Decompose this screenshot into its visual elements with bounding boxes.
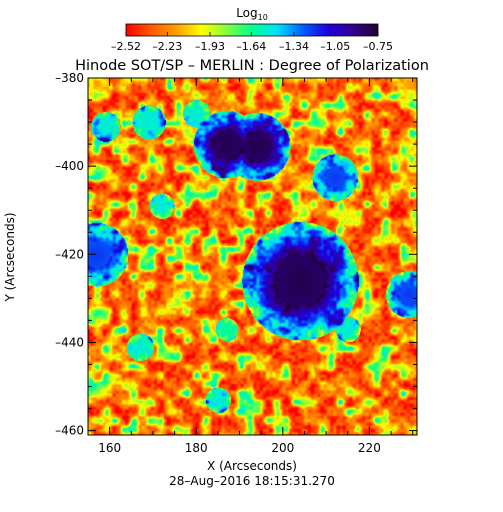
chart-title: Hinode SOT/SP – MERLIN : Degree of Polar… [75,58,429,74]
timestamp: 28–Aug–2016 18:15:31.270 [169,474,335,488]
y-tick-label: –380 [55,71,84,85]
y-tick-label: –460 [55,424,84,438]
colorbar-ticks: –2.52 –2.23 –1.93 –1.64 –1.34 –1.05 –0.75 [111,32,393,53]
colorbar-tick-label: –1.64 [236,40,266,53]
colorbar-tick-label: –2.52 [111,40,141,53]
x-tick-label: 220 [358,441,381,455]
colorbar-tick-label: –0.75 [363,40,393,53]
colorbar: –2.52 –2.23 –1.93 –1.64 –1.34 –1.05 –0.75 [111,23,393,53]
x-tick-label: 160 [98,441,121,455]
x-axis: 160 180 200 220 [87,78,414,455]
colorbar-tick-label: –1.05 [320,40,350,53]
x-axis-label: X (Arcseconds) [207,459,297,473]
y-axis: –380 –400 –420 –440 –460 [55,71,417,438]
colorbar-tick-label: –1.93 [195,40,225,53]
plot-frame [87,77,418,436]
plot-area [87,77,418,436]
colorbar-tick-label: –2.23 [152,40,182,53]
heatmap-image [88,78,417,435]
colorbar-tick-label: –1.34 [279,40,309,53]
x-tick-label: 180 [185,441,208,455]
y-axis-label: Y (Arcseconds) [3,212,17,302]
x-tick-label: 200 [271,441,294,455]
colorbar-title: Log10 [236,6,268,22]
y-tick-label: –440 [55,335,84,349]
colorbar-gradient [125,23,379,37]
y-tick-label: –400 [55,159,84,173]
y-tick-label: –420 [55,247,84,261]
